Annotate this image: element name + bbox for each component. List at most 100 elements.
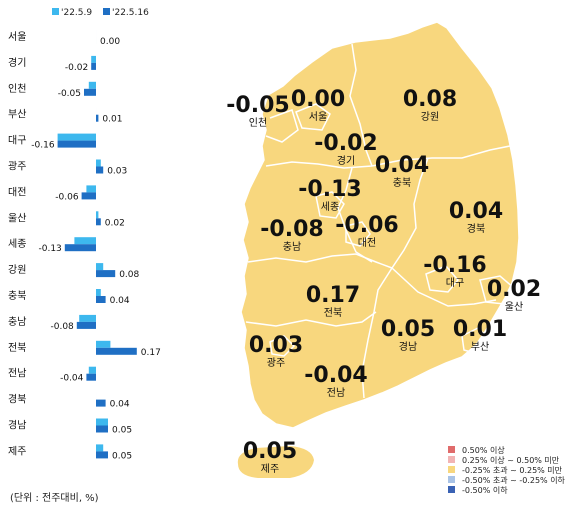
border-gyeongbuk-gyeongnam	[391, 267, 497, 307]
bar-value-label: -0.02	[65, 63, 88, 73]
legend-swatch-series-1	[52, 8, 59, 15]
bar-value-label: 0.04	[110, 296, 130, 306]
map-region-name: 경북	[467, 222, 485, 235]
map-legend-swatch	[448, 456, 455, 463]
bar-series-2	[96, 296, 106, 303]
bar-value-label: 0.05	[112, 451, 132, 461]
map-region-value: -0.05	[226, 93, 289, 118]
bar-series-2	[96, 114, 99, 122]
bar-value-label: -0.13	[39, 244, 62, 254]
map-region-value: -0.16	[423, 253, 486, 278]
map-region-value: -0.13	[298, 177, 361, 202]
category-label: 제주	[8, 445, 26, 457]
border-incheon	[265, 109, 299, 143]
map-region-value: 0.01	[453, 317, 507, 342]
map-region-value: 0.03	[249, 333, 303, 358]
category-label: 부산	[8, 109, 26, 121]
legend-label-series-2: '22.5.16	[112, 8, 149, 18]
map-region-value: -0.08	[260, 217, 323, 242]
bar-value-label: 0.00	[100, 37, 120, 47]
border-jeonbuk-jeonnam	[245, 311, 377, 327]
category-label: 충남	[8, 316, 26, 328]
mainland-shape	[240, 21, 520, 429]
map-legend-swatch	[448, 466, 455, 473]
bar-value-label: 0.01	[102, 115, 122, 125]
bar-series-2	[96, 166, 104, 174]
map-region-name: 충북	[393, 177, 411, 189]
category-label: 전북	[8, 342, 26, 354]
border-jeonbuk-gyeongnam	[361, 267, 393, 399]
map-legend: 0.50% 이상0.25% 이상 ~ 0.50% 미만-0.25% 초과 ~ 0…	[448, 445, 566, 495]
bar-value-label: -0.16	[31, 141, 55, 151]
bar-series-2	[81, 192, 96, 200]
bar-series-1	[96, 159, 101, 167]
map-region-name: 강원	[421, 111, 439, 123]
map-legend-label: 0.50% 이상	[462, 445, 505, 455]
category-label: 경북	[8, 393, 26, 406]
bar-series-2	[91, 62, 96, 70]
map-region-name: 세종	[321, 201, 339, 213]
border-chungnam-chungbuk	[337, 167, 373, 263]
bar-series-1	[57, 133, 96, 141]
map-legend-swatch	[448, 446, 455, 453]
border-ulsan	[479, 275, 515, 305]
map-region-name: 경남	[399, 340, 417, 353]
bar-value-label: 0.08	[119, 270, 139, 280]
bar-value-label: 0.03	[107, 167, 127, 177]
bar-value-label: 0.02	[105, 218, 125, 228]
bar-series-1	[74, 237, 96, 245]
map-region-name: 인천	[249, 117, 267, 129]
bar-series-1	[96, 211, 99, 219]
category-label: 대전	[8, 186, 26, 198]
province-borders	[245, 43, 515, 399]
map-region-name: 울산	[505, 301, 523, 313]
map-region-value: -0.06	[335, 213, 398, 238]
category-label: 경남	[8, 419, 26, 432]
map-legend-label: 0.25% 이상 ~ 0.50% 미만	[462, 455, 560, 465]
bar-series-2	[84, 88, 96, 96]
legend-swatch-series-2	[103, 8, 110, 15]
map-region-value: 0.08	[403, 87, 457, 112]
border-gangwon-south	[371, 145, 511, 167]
map-legend-swatch	[448, 486, 455, 493]
series-legend: '22.5.9 '22.5.16	[52, 8, 149, 18]
bar-series-1	[88, 81, 96, 89]
border-chungbuk-gyeongbuk	[391, 157, 429, 269]
map-legend-swatch	[448, 476, 455, 483]
map-region-name: 전북	[324, 307, 342, 319]
bar-series-1	[79, 314, 96, 322]
category-label: 인천	[8, 83, 26, 95]
map-region-name: 경기	[337, 154, 355, 167]
border-daegu	[425, 265, 459, 293]
bar-value-label: 0.17	[141, 348, 161, 358]
bar-series-2	[96, 347, 137, 355]
map-region-value: 0.04	[449, 199, 503, 224]
map-region-value: 0.04	[375, 153, 429, 178]
bar-series-1	[86, 185, 96, 193]
bar-value-label: -0.05	[58, 89, 81, 99]
bar-series-2	[57, 140, 96, 148]
bar-series-2	[96, 218, 101, 226]
category-label: 충북	[8, 290, 26, 302]
bar-chart: 서울 0.00 경기 -0.02 인천 -0.05 부산 0.01 대구 -0.16 광주 0.03 대…	[8, 30, 161, 461]
map-region-value: 0.17	[306, 283, 360, 308]
bar-series-1	[96, 263, 104, 271]
legend-label-series-1: '22.5.9	[61, 8, 92, 18]
bar-series-2	[96, 270, 116, 278]
bar-value-label: -0.08	[51, 322, 75, 332]
bar-series-1	[96, 418, 108, 426]
bar-value-label: -0.06	[55, 192, 79, 202]
border-gyeonggi-gangwon	[349, 43, 373, 167]
map-region-name: 부산	[471, 341, 489, 353]
bar-series-1	[91, 55, 96, 63]
map-region-value: 0.00	[291, 87, 345, 112]
map-region-name: 전남	[327, 387, 345, 399]
bar-series-1	[96, 340, 111, 348]
map-region-name: 제주	[261, 463, 279, 475]
map-legend-label: -0.25% 초과 ~ 0.25% 미만	[462, 466, 563, 475]
map-region-name: 충남	[283, 241, 301, 253]
bar-series-1	[96, 444, 104, 452]
